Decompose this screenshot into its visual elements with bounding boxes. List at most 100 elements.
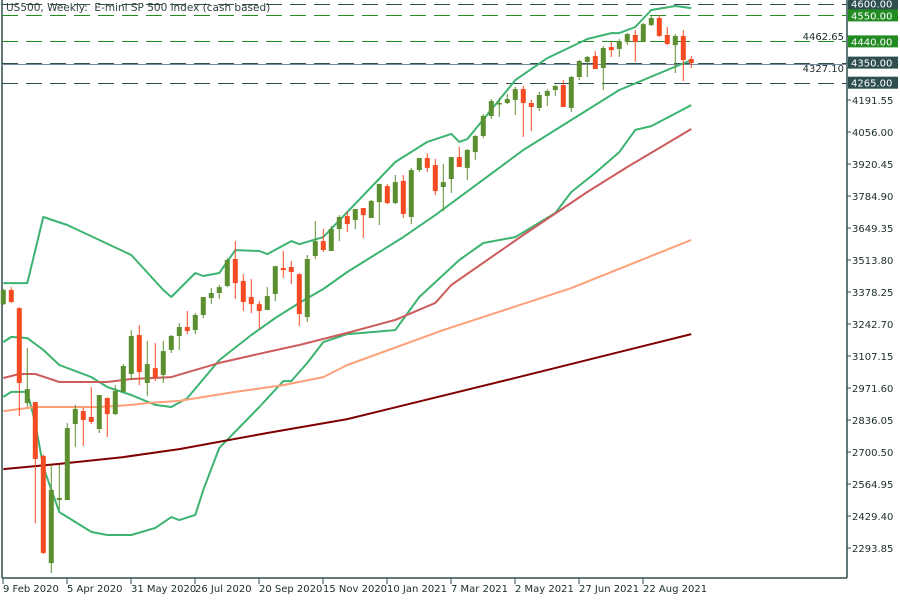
candle[interactable] — [464, 149, 470, 180]
candle[interactable] — [344, 211, 350, 233]
candle[interactable] — [600, 46, 606, 91]
candle[interactable] — [384, 183, 390, 205]
candle[interactable] — [176, 323, 182, 350]
candle-body — [304, 259, 310, 318]
candle[interactable] — [304, 255, 310, 323]
candle[interactable] — [680, 30, 686, 82]
candle[interactable] — [416, 157, 422, 172]
candle[interactable] — [296, 272, 302, 327]
candle[interactable] — [672, 34, 678, 74]
candle[interactable] — [568, 76, 574, 112]
candle[interactable] — [232, 241, 238, 299]
candle[interactable] — [560, 80, 566, 107]
candle[interactable] — [576, 60, 582, 81]
candle[interactable] — [360, 208, 366, 239]
candle-body — [40, 455, 46, 553]
candle[interactable] — [488, 98, 494, 120]
candle[interactable] — [496, 98, 502, 117]
candle[interactable] — [616, 39, 622, 57]
candle[interactable] — [264, 287, 270, 311]
time-tick-label: 5 Apr 2020 — [67, 584, 122, 595]
candle[interactable] — [472, 135, 478, 160]
candle[interactable] — [16, 306, 22, 417]
candle[interactable] — [240, 274, 246, 311]
candle[interactable] — [328, 225, 334, 252]
candle[interactable] — [152, 343, 158, 382]
candle[interactable] — [512, 86, 518, 116]
candle-body — [632, 34, 638, 43]
candle[interactable] — [456, 146, 462, 167]
candle[interactable] — [288, 260, 294, 285]
time-tick-label: 27 Jun 2021 — [579, 584, 639, 595]
candle[interactable] — [216, 284, 222, 299]
candle[interactable] — [520, 85, 526, 137]
candle[interactable] — [0, 289, 6, 306]
level-price-label: 4600.00 — [851, 0, 892, 11]
candle[interactable] — [112, 385, 118, 416]
candle[interactable] — [528, 99, 534, 132]
candle[interactable] — [664, 26, 670, 46]
candle[interactable] — [24, 348, 30, 408]
candle[interactable] — [256, 301, 262, 330]
candle[interactable] — [632, 30, 638, 62]
candle[interactable] — [32, 402, 38, 524]
candle[interactable] — [64, 423, 70, 501]
candle[interactable] — [320, 229, 326, 252]
level-price-badge — [848, 35, 898, 48]
candle[interactable] — [40, 454, 46, 555]
candle[interactable] — [640, 22, 646, 43]
candle[interactable] — [376, 183, 382, 226]
candle[interactable] — [72, 404, 78, 447]
candle[interactable] — [448, 157, 454, 193]
candle[interactable] — [368, 200, 374, 218]
candle[interactable] — [248, 279, 254, 314]
candle[interactable] — [136, 325, 142, 386]
candle[interactable] — [88, 386, 94, 425]
candle[interactable] — [608, 42, 614, 57]
candle[interactable] — [688, 56, 694, 69]
candle[interactable] — [656, 14, 662, 38]
candle[interactable] — [352, 208, 358, 230]
candle[interactable] — [552, 85, 558, 96]
candle[interactable] — [336, 215, 342, 242]
candle[interactable] — [200, 297, 206, 319]
candle[interactable] — [440, 163, 446, 212]
candle[interactable] — [408, 167, 414, 225]
candle[interactable] — [128, 330, 134, 380]
candle[interactable] — [208, 288, 214, 305]
candle[interactable] — [184, 310, 190, 335]
candle[interactable] — [120, 364, 126, 392]
candle[interactable] — [48, 464, 54, 574]
candle[interactable] — [224, 258, 230, 288]
candle[interactable] — [8, 287, 14, 303]
candle[interactable] — [80, 407, 86, 446]
candle[interactable] — [192, 313, 198, 335]
candle[interactable] — [280, 251, 286, 278]
candle[interactable] — [104, 397, 110, 438]
candle[interactable] — [592, 51, 598, 69]
candle[interactable] — [544, 89, 550, 107]
candle[interactable] — [624, 33, 630, 46]
candle[interactable] — [480, 114, 486, 138]
candle-body — [624, 34, 630, 43]
candle[interactable] — [424, 153, 430, 172]
candle-body — [392, 182, 398, 204]
candle[interactable] — [536, 91, 542, 112]
candle[interactable] — [144, 340, 150, 396]
candle-body — [648, 18, 654, 26]
candle[interactable] — [392, 174, 398, 205]
candle-body — [544, 90, 550, 96]
candle[interactable] — [584, 56, 590, 78]
candle[interactable] — [96, 395, 102, 434]
candle[interactable] — [432, 158, 438, 196]
candle[interactable] — [312, 221, 318, 260]
candle[interactable] — [168, 335, 174, 353]
candle[interactable] — [648, 16, 654, 27]
candle[interactable] — [400, 174, 406, 218]
candle[interactable] — [160, 340, 166, 383]
candle[interactable] — [56, 464, 62, 510]
candle-body — [536, 94, 542, 108]
candle[interactable] — [272, 266, 278, 302]
candle[interactable] — [504, 94, 510, 104]
